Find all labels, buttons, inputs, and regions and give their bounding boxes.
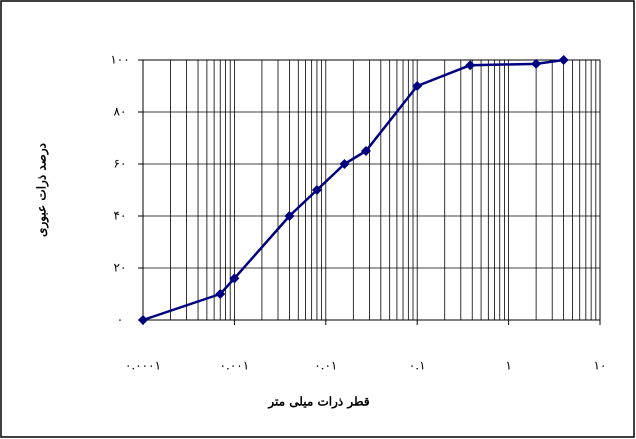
marker [360, 146, 371, 156]
x-axis-title: قطر ذرات میلی متر [267, 395, 369, 410]
marker [412, 81, 423, 91]
marker [215, 289, 226, 299]
marker [311, 185, 322, 195]
y-tick-label: ۰ [117, 313, 123, 327]
x-tick-label: ۰.۱ [409, 359, 426, 373]
marker [284, 211, 295, 221]
y-tick-label: ۲۰ [114, 261, 127, 275]
x-tick-label: ۱۰ [594, 359, 607, 373]
y-tick-label: ۱۰۰ [110, 53, 129, 67]
marker [138, 315, 148, 325]
marker [339, 159, 350, 169]
y-tick-label: ۸۰ [114, 105, 127, 119]
y-axis-title: درصد ذرات عبوری [35, 143, 50, 237]
x-tick-label: ۰.۰۱ [314, 359, 337, 373]
marker [465, 60, 476, 71]
y-tick-label: ۶۰ [114, 157, 127, 171]
x-tick-label: ۰.۰۰۰۱ [125, 359, 161, 373]
plot-frame [142, 59, 601, 321]
marker [531, 58, 542, 69]
y-tick-label: ۴۰ [114, 209, 127, 223]
x-tick-label: ۱ [505, 359, 511, 373]
marker [229, 273, 240, 284]
x-tick-label: ۰.۰۰۱ [220, 359, 250, 373]
marker [558, 55, 569, 65]
